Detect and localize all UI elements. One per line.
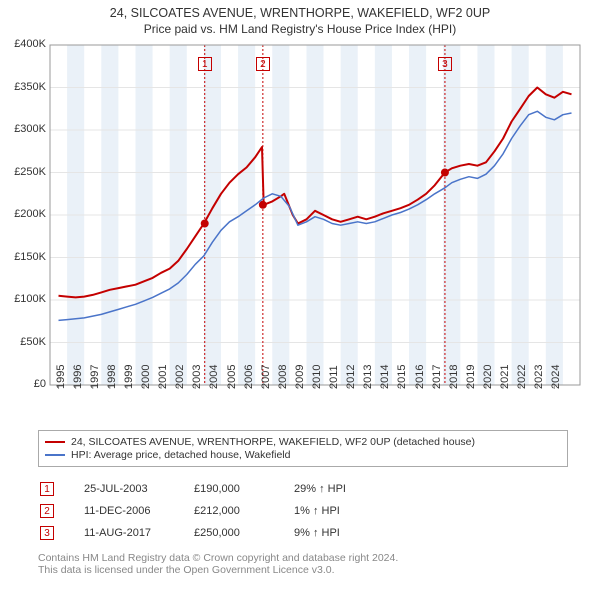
x-tick-label: 1999 (123, 365, 135, 389)
chart-marker-flag: 2 (256, 57, 270, 71)
event-date: 11-DEC-2006 (84, 505, 194, 517)
legend-label: 24, SILCOATES AVENUE, WRENTHORPE, WAKEFI… (71, 436, 475, 448)
event-row: 1 25-JUL-2003£190,00029% ↑ HPI (40, 478, 394, 500)
event-marker: 3 (40, 526, 54, 540)
y-tick-label: £0 (34, 378, 46, 390)
footer-line1: Contains HM Land Registry data © Crown c… (38, 552, 398, 564)
x-tick-label: 2008 (277, 365, 289, 389)
chart-marker-flag: 1 (198, 57, 212, 71)
x-tick-label: 2024 (550, 365, 562, 389)
legend-item: 24, SILCOATES AVENUE, WRENTHORPE, WAKEFI… (45, 436, 561, 448)
x-tick-label: 2011 (328, 365, 340, 389)
y-tick-label: £350K (14, 81, 46, 93)
y-tick-label: £300K (14, 123, 46, 135)
x-tick-label: 2020 (482, 365, 494, 389)
chart-marker-flag: 3 (438, 57, 452, 71)
legend-item: HPI: Average price, detached house, Wake… (45, 449, 561, 461)
legend-swatch (45, 454, 65, 456)
event-pct: 9% ↑ HPI (294, 527, 394, 539)
y-tick-label: £400K (14, 38, 46, 50)
footer-attribution: Contains HM Land Registry data © Crown c… (38, 552, 398, 576)
x-tick-label: 2018 (448, 365, 460, 389)
x-tick-label: 2003 (191, 365, 203, 389)
x-tick-label: 2023 (533, 365, 545, 389)
event-price: £212,000 (194, 505, 294, 517)
x-tick-label: 2019 (465, 365, 477, 389)
x-tick-label: 2021 (499, 365, 511, 389)
event-price: £190,000 (194, 483, 294, 495)
x-tick-label: 1995 (55, 365, 67, 389)
event-pct: 29% ↑ HPI (294, 483, 394, 495)
price-chart (0, 0, 600, 420)
chart-legend: 24, SILCOATES AVENUE, WRENTHORPE, WAKEFI… (38, 430, 568, 467)
x-tick-label: 2007 (260, 365, 272, 389)
x-tick-label: 1998 (106, 365, 118, 389)
y-tick-label: £150K (14, 251, 46, 263)
x-tick-label: 2010 (311, 365, 323, 389)
y-tick-label: £100K (14, 293, 46, 305)
x-tick-label: 1997 (89, 365, 101, 389)
x-tick-label: 2000 (140, 365, 152, 389)
x-tick-label: 2015 (396, 365, 408, 389)
x-tick-label: 2014 (379, 365, 391, 389)
y-tick-label: £200K (14, 208, 46, 220)
x-tick-label: 1996 (72, 365, 84, 389)
legend-label: HPI: Average price, detached house, Wake… (71, 449, 290, 461)
legend-swatch (45, 441, 65, 443)
x-tick-label: 2016 (414, 365, 426, 389)
event-table: 1 25-JUL-2003£190,00029% ↑ HPI 2 11-DEC-200… (40, 478, 394, 544)
event-row: 3 11-AUG-2017£250,0009% ↑ HPI (40, 522, 394, 544)
event-marker: 1 (40, 482, 54, 496)
event-row: 2 11-DEC-2006£212,0001% ↑ HPI (40, 500, 394, 522)
event-pct: 1% ↑ HPI (294, 505, 394, 517)
event-date: 11-AUG-2017 (84, 527, 194, 539)
x-tick-label: 2004 (208, 365, 220, 389)
x-tick-label: 2009 (294, 365, 306, 389)
event-date: 25-JUL-2003 (84, 483, 194, 495)
x-tick-label: 2006 (243, 365, 255, 389)
y-tick-label: £250K (14, 166, 46, 178)
x-tick-label: 2012 (345, 365, 357, 389)
x-tick-label: 2002 (174, 365, 186, 389)
x-tick-label: 2017 (431, 365, 443, 389)
event-price: £250,000 (194, 527, 294, 539)
x-tick-label: 2001 (157, 365, 169, 389)
y-tick-label: £50K (20, 336, 46, 348)
x-tick-label: 2022 (516, 365, 528, 389)
event-marker: 2 (40, 504, 54, 518)
x-tick-label: 2013 (362, 365, 374, 389)
x-tick-label: 2005 (226, 365, 238, 389)
footer-line2: This data is licensed under the Open Gov… (38, 564, 398, 576)
